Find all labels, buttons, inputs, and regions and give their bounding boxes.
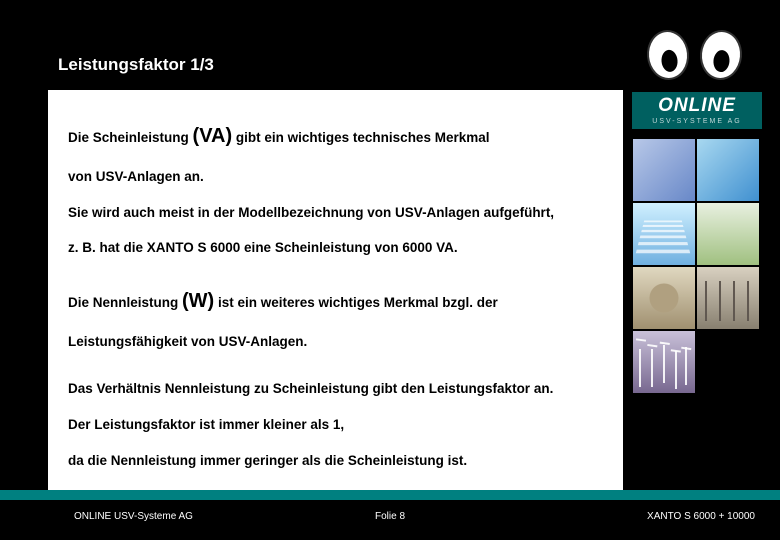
para-7: Das Verhältnis Nennleistung zu Scheinlei…: [68, 378, 603, 400]
slide-title: Leistungsfaktor 1/3: [58, 55, 214, 75]
thumb-icon: [633, 139, 695, 201]
va-symbol: (VA): [193, 125, 233, 147]
footer: ONLINE USV-Systeme AG Folie 8 XANTO S 60…: [0, 505, 780, 535]
para-3: Sie wird auch meist in der Modellbezeich…: [68, 202, 603, 224]
text: Die Nennleistung: [68, 295, 182, 310]
eye-right-icon: [698, 28, 744, 81]
footer-page: Folie 8: [375, 511, 405, 522]
slide: Leistungsfaktor 1/3 ONLINE USV-SYSTEME A…: [0, 0, 780, 540]
eye-left-icon: [645, 28, 691, 81]
w-symbol: (W): [182, 290, 214, 312]
text: gibt ein wichtiges technisches Merkmal: [232, 130, 489, 145]
thumb-icon: [633, 331, 695, 393]
thumb-icon: [697, 267, 759, 329]
thumb-icon: [697, 203, 759, 265]
footer-product: XANTO S 6000 + 10000: [647, 511, 755, 522]
footer-company: ONLINE USV-Systeme AG: [74, 511, 193, 522]
para-8: Der Leistungsfaktor ist immer kleiner al…: [68, 414, 603, 436]
brand-block: ONLINE USV-SYSTEME AG: [632, 92, 762, 129]
thumb-icon: [633, 203, 695, 265]
brand-subtitle: USV-SYSTEME AG: [632, 118, 762, 129]
para-9: da die Nennleistung immer geringer als d…: [68, 450, 603, 472]
para-1: Die Scheinleistung (VA) gibt ein wichtig…: [68, 120, 603, 152]
para-5: Die Nennleistung (W) ist ein weiteres wi…: [68, 285, 603, 317]
thumbnail-sidebar: [632, 138, 762, 394]
divider-band: [0, 490, 780, 500]
para-4: z. B. hat die XANTO S 6000 eine Scheinle…: [68, 237, 603, 259]
eyes-logo: [647, 30, 742, 82]
thumb-icon: [633, 267, 695, 329]
text: Die Scheinleistung: [68, 130, 193, 145]
text: ist ein weiteres wichtiges Merkmal bzgl.…: [214, 295, 498, 310]
brand-logo: ONLINE: [632, 92, 762, 118]
thumb-icon: [697, 139, 759, 201]
content-area: Die Scheinleistung (VA) gibt ein wichtig…: [48, 90, 623, 490]
para-6: Leistungsfähigkeit von USV-Anlagen.: [68, 331, 603, 353]
para-2: von USV-Anlagen an.: [68, 166, 603, 188]
